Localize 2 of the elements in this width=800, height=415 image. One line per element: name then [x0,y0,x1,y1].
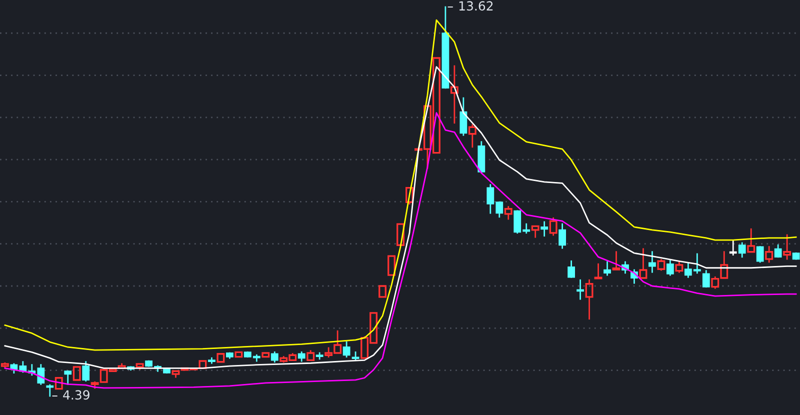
annotation: 13.62 [459,1,493,11]
annotation: 4.39 [63,390,90,400]
